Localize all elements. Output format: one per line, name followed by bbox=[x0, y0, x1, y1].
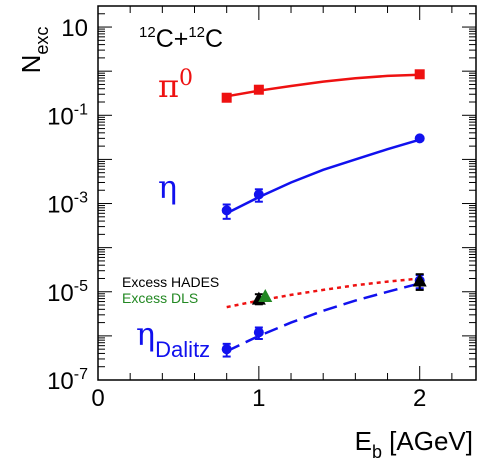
data-point-circle bbox=[221, 344, 232, 355]
y-tick-label: 10 bbox=[61, 15, 88, 42]
data-point-square bbox=[221, 92, 232, 103]
y-tick-base: 10 bbox=[47, 103, 74, 130]
system-particle-a: C+ bbox=[156, 25, 189, 53]
system-mass-b: 12 bbox=[188, 24, 205, 41]
y-tick-exponent: -7 bbox=[74, 366, 88, 383]
x-axis-title-sub: b bbox=[372, 442, 382, 462]
label-pi0-sup: 0 bbox=[179, 66, 193, 91]
y-tick-label: 10-3 bbox=[47, 190, 88, 219]
axis-ticks bbox=[97, 5, 476, 381]
label-pi0-symbol: π bbox=[158, 67, 179, 105]
fit-curve-2 bbox=[226, 282, 421, 353]
data-point-square bbox=[414, 69, 425, 80]
system-particle-b: C bbox=[205, 25, 223, 53]
y-axis-title-sub: exc bbox=[32, 27, 52, 55]
label-excess-hades: Excess HADES bbox=[122, 274, 219, 290]
y-tick-base: 10 bbox=[61, 15, 88, 42]
data-point-circle bbox=[253, 189, 264, 200]
data-point-triangle bbox=[412, 273, 427, 287]
x-tick-label: 1 bbox=[252, 385, 265, 412]
label-eta-dalitz: ηDalitz bbox=[136, 315, 210, 362]
data-point-circle bbox=[253, 327, 264, 338]
y-axis-title: Nexc bbox=[16, 27, 52, 74]
tick-labels: 0 1 210-710-510-310-110 bbox=[47, 15, 426, 412]
y-tick-exponent: -1 bbox=[74, 101, 88, 118]
data-point-square bbox=[253, 84, 264, 95]
x-tick-label: 2 bbox=[413, 385, 426, 412]
y-tick-base: 10 bbox=[47, 280, 74, 307]
label-excess-dls: Excess DLS bbox=[122, 290, 198, 306]
y-tick-label: 10-1 bbox=[47, 101, 88, 130]
label-eta-dalitz-sub: Dalitz bbox=[155, 337, 210, 362]
x-axis-title: Eb [AGeV] bbox=[355, 426, 473, 462]
x-axis-title-unit: [AGeV] bbox=[382, 426, 473, 456]
y-tick-base: 10 bbox=[47, 192, 74, 219]
y-tick-label: 10-7 bbox=[47, 366, 88, 395]
y-tick-label: 10-5 bbox=[47, 278, 88, 307]
y-tick-exponent: -5 bbox=[74, 278, 88, 295]
plot-frame bbox=[97, 5, 477, 381]
y-tick-exponent: -3 bbox=[74, 190, 88, 207]
label-pi0: π0 bbox=[158, 66, 193, 105]
data-point-triangle bbox=[258, 289, 273, 303]
data-point-circle bbox=[221, 205, 232, 216]
data-point-circle bbox=[414, 133, 425, 144]
system-label: 12C+12C bbox=[139, 24, 223, 53]
system-mass-a: 12 bbox=[139, 24, 156, 41]
data-markers bbox=[221, 69, 427, 355]
x-axis-title-main: E bbox=[355, 426, 372, 456]
y-axis-title-main: N bbox=[16, 55, 46, 74]
label-eta: η bbox=[158, 168, 177, 206]
x-tick-label: 0 bbox=[91, 385, 104, 412]
y-tick-base: 10 bbox=[47, 368, 74, 395]
label-eta-dalitz-symbol: η bbox=[136, 315, 155, 353]
fit-curves bbox=[226, 73, 421, 353]
